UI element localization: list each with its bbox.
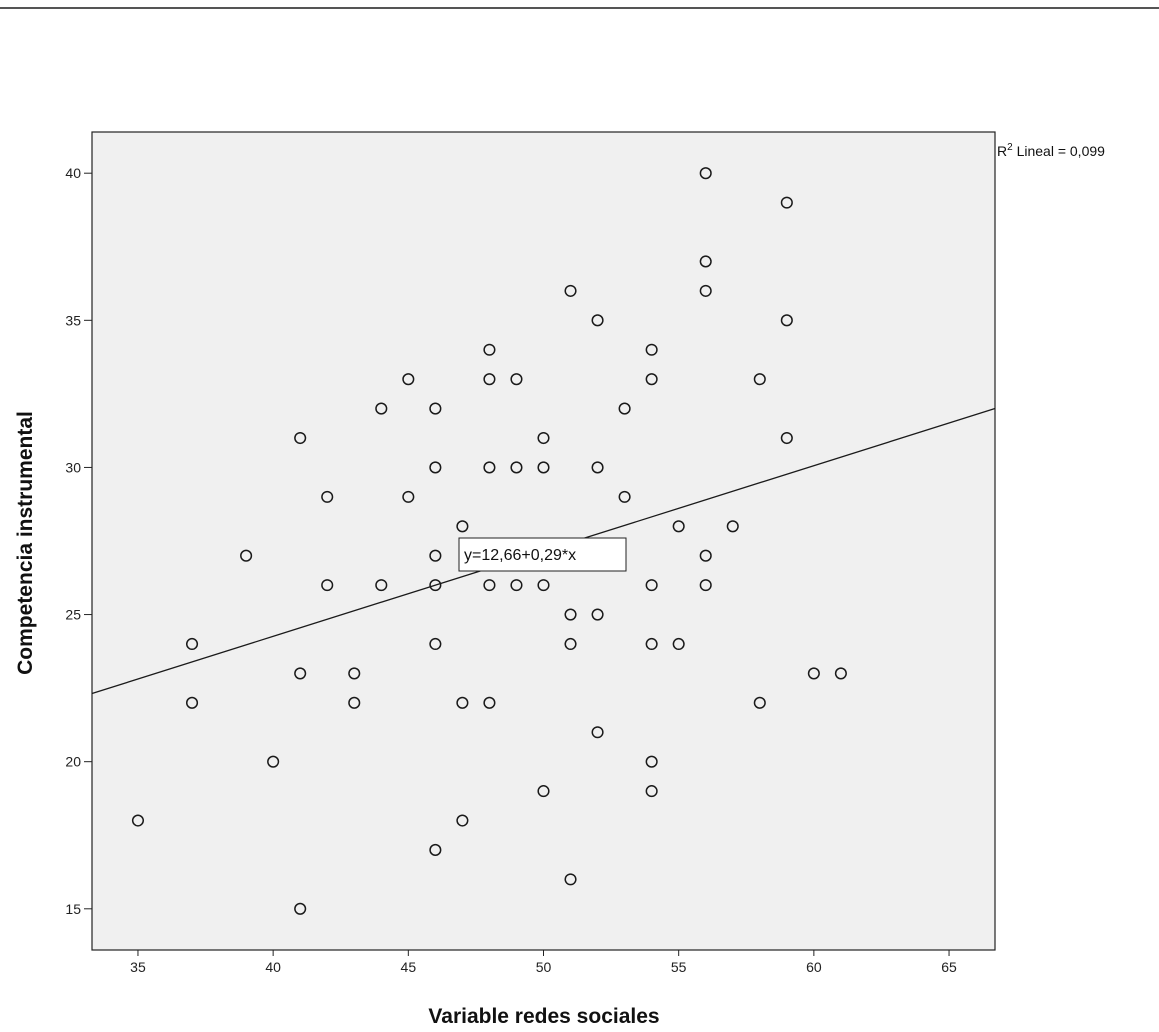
data-point [483,343,496,356]
data-point [807,667,820,680]
data-point [645,343,658,356]
data-point [564,608,577,621]
x-tick-label: 35 [130,959,146,975]
y-axis-title: Competencia instrumental [14,411,37,675]
data-point [591,608,604,621]
equation-label: y=12,66+0,29*x [464,547,576,564]
x-axis: 35 40 45 50 55 60 65 [130,950,957,975]
data-point [483,579,496,592]
data-point [645,785,658,798]
x-tick-label: 50 [536,959,552,975]
data-point [456,696,469,709]
data-point [591,726,604,739]
data-point [753,373,766,386]
y-axis: 15 20 25 30 35 40 [65,165,92,917]
data-point [240,549,253,562]
data-point [672,520,685,533]
data-point [672,637,685,651]
data-point [429,843,442,857]
x-axis-title: Variable redes sociales [428,1005,659,1028]
data-point [483,461,496,474]
data-point [537,579,550,592]
data-point [645,637,658,651]
data-point [537,461,550,474]
data-point [510,579,523,592]
data-point [645,755,658,768]
y-tick-label: 25 [65,607,81,623]
r2-label-r: R [997,143,1007,159]
data-point [429,579,442,592]
data-point [618,402,631,415]
data-point [131,814,145,827]
data-point [402,373,415,386]
data-point [294,431,307,445]
data-point [483,373,496,386]
x-tick-label: 45 [401,959,417,975]
r2-label-value: Lineal = 0,099 [1013,143,1105,159]
data-point [564,873,577,886]
data-point [185,637,199,651]
data-point [348,696,361,709]
data-point [321,579,334,592]
data-point [267,755,280,768]
data-point [294,902,307,915]
y-tick-label: 35 [65,312,81,328]
equation-label-box [458,537,627,572]
data-points [131,167,847,915]
r2-label-superscript: 2 [1007,142,1013,153]
data-point [429,637,442,651]
y-tick-label: 30 [65,459,81,475]
data-point [537,785,550,798]
data-point [429,402,442,415]
data-point [402,490,415,503]
data-point [564,637,577,651]
data-point [456,520,469,533]
data-point [834,667,847,680]
data-point [294,667,307,680]
data-point [510,461,523,474]
x-tick-label: 55 [671,959,687,975]
x-tick-label: 40 [265,959,281,975]
y-tick-label: 15 [65,901,81,917]
data-point [699,167,712,180]
data-point [564,284,577,297]
data-point [699,579,712,592]
data-point [429,549,442,562]
data-point [510,373,523,386]
data-point [591,314,604,327]
data-point [429,461,442,474]
top-rule [0,7,1159,9]
r2-label: R2 Lineal = 0,099 [997,142,1105,159]
data-point [780,314,793,327]
data-point [537,431,550,445]
data-point [780,431,793,445]
data-point [348,667,361,680]
equation-label-group: y=12,66+0,29*x [458,537,627,572]
data-point [321,490,334,503]
x-tick-label: 60 [806,959,822,975]
data-point [699,549,712,562]
data-point [375,402,388,415]
data-point [591,461,604,474]
data-point [618,490,631,503]
data-point [753,696,766,709]
data-point [645,373,658,386]
data-point [699,284,712,297]
data-point [185,696,199,709]
y-tick-label: 40 [65,165,81,181]
data-point [726,520,739,533]
y-tick-label: 20 [65,754,81,770]
data-point [483,696,496,709]
data-point [780,196,793,209]
data-point [375,579,388,592]
data-point [699,255,712,268]
x-tick-label: 65 [941,959,957,975]
data-point [456,814,469,827]
data-point [645,579,658,592]
